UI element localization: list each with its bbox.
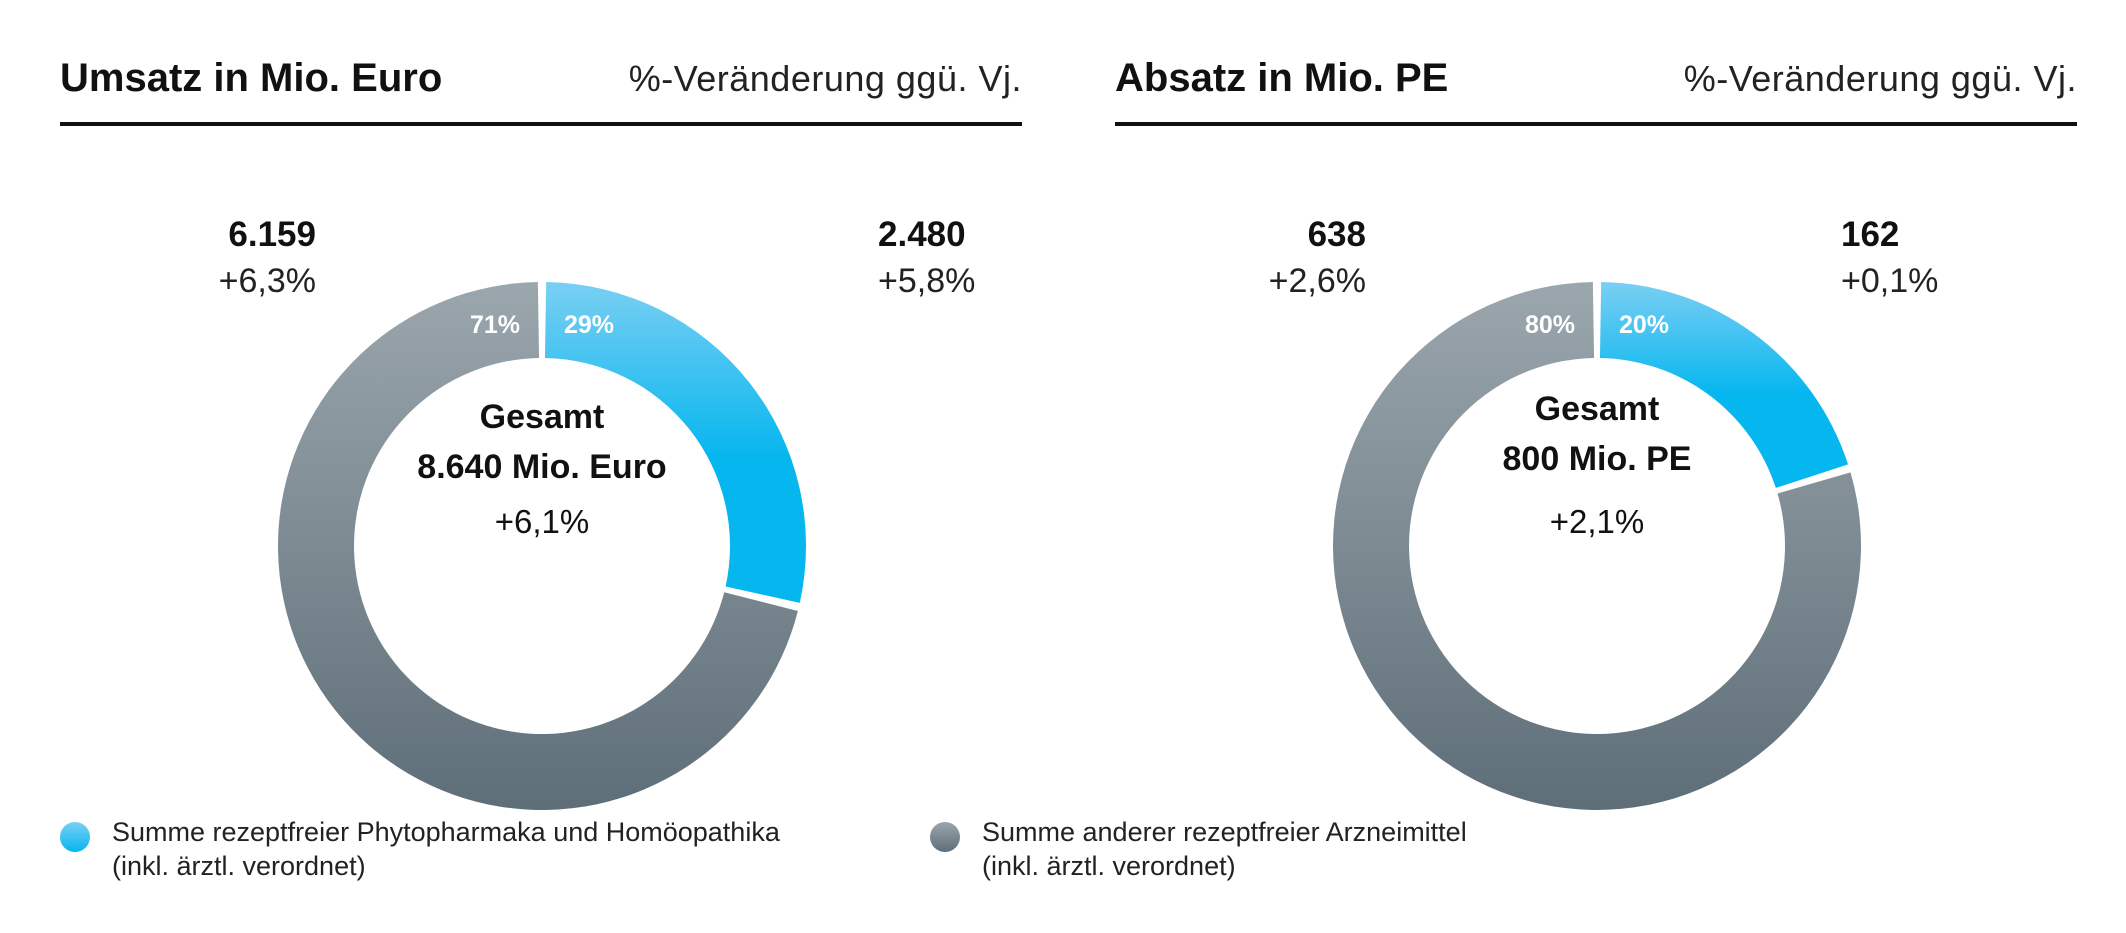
chart-2-header: Absatz in Mio. PE %-Veränderung ggü. Vj. (1115, 50, 2077, 126)
legend-dot-phyto-icon (60, 822, 90, 852)
donut-absatz-change-phyto: +0,1% (1841, 262, 1938, 300)
donut-absatz-center-line1: Gesamt (1535, 390, 1660, 428)
donut-absatz-share-phyto: 20% (1619, 311, 1669, 339)
donut-absatz-value-phyto: 162 (1841, 215, 1899, 254)
legend-item-phyto: Summe rezeptfreier Phytopharmaka und Hom… (60, 815, 780, 883)
donut-absatz-share-other: 80% (1525, 311, 1575, 339)
donut-umsatz-value-other: 6.159 (228, 215, 316, 254)
donut-umsatz-slice-other[interactable] (278, 282, 798, 810)
donut-umsatz-value-phyto: 2.480 (878, 215, 966, 254)
donut-absatz-value-other: 638 (1308, 215, 1366, 254)
donut-umsatz-change-other: +6,3% (219, 262, 316, 300)
chart-2-title: Absatz in Mio. PE (1115, 56, 1449, 100)
chart-1-title: Umsatz in Mio. Euro (60, 56, 443, 100)
chart-1-subtitle: %-Veränderung ggü. Vj. (628, 58, 1022, 99)
donut-umsatz-share-other: 71% (470, 311, 520, 339)
legend-dot-other-icon (930, 822, 960, 852)
donut-umsatz-center-change: +6,1% (495, 503, 590, 540)
legend-other-line2: (inkl. ärztl. verordnet) (982, 851, 1236, 881)
donut-umsatz: 71% 29% Gesamt 8.640 Mio. Euro +6,1% 6.1… (219, 215, 975, 810)
donut-absatz-center-change: +2,1% (1550, 503, 1645, 540)
donut-absatz: 80% 20% Gesamt 800 Mio. PE +2,1% 638 +2,… (1269, 215, 1938, 810)
donut-umsatz-center-line2: 8.640 Mio. Euro (417, 448, 666, 486)
chart-1-header: Umsatz in Mio. Euro %-Veränderung ggü. V… (60, 50, 1022, 126)
donut-umsatz-share-phyto: 29% (564, 311, 614, 339)
donut-absatz-center-line2: 800 Mio. PE (1503, 440, 1692, 478)
donut-umsatz-change-phyto: +5,8% (878, 262, 975, 300)
donut-absatz-slice-phyto[interactable] (1599, 282, 1849, 488)
chart-2-subtitle: %-Veränderung ggü. Vj. (1683, 58, 2077, 99)
legend-item-other: Summe anderer rezeptfreier Arzneimittel … (930, 815, 1467, 883)
legend-phyto-line2: (inkl. ärztl. verordnet) (112, 851, 366, 881)
legend-other-line1: Summe anderer rezeptfreier Arzneimittel (982, 817, 1467, 847)
donut-absatz-change-other: +2,6% (1269, 262, 1366, 300)
donut-umsatz-slice-phyto[interactable] (544, 282, 806, 603)
legend-phyto-line1: Summe rezeptfreier Phytopharmaka und Hom… (112, 817, 780, 847)
donut-umsatz-center-line1: Gesamt (480, 398, 605, 436)
